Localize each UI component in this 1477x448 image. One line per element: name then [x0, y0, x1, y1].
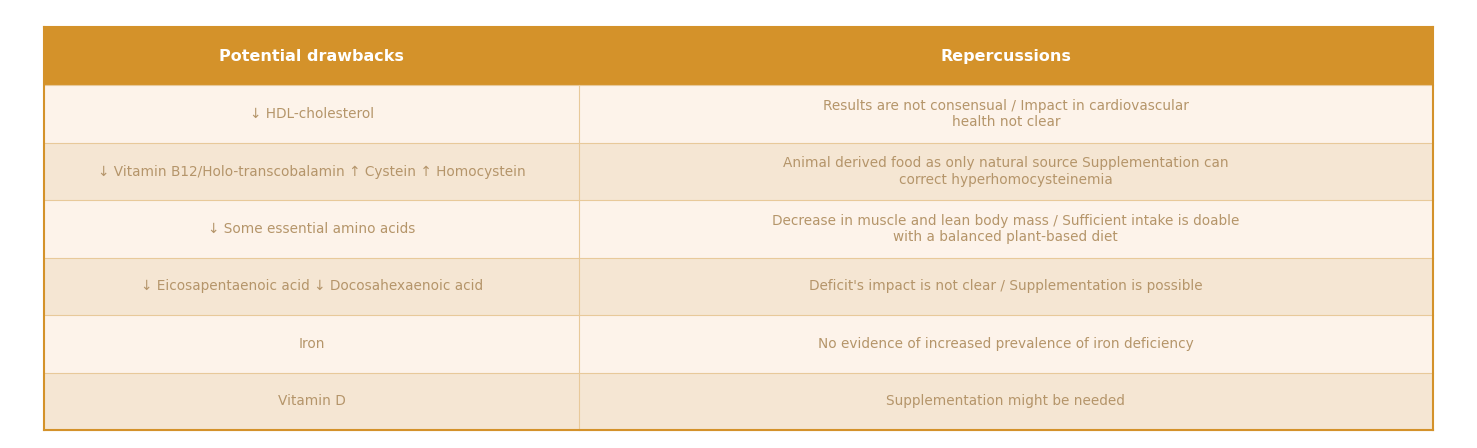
- Text: Decrease in muscle and lean body mass / Sufficient intake is doable
with a balan: Decrease in muscle and lean body mass / …: [772, 214, 1239, 244]
- Bar: [579, 315, 1433, 373]
- Text: Animal derived food as only natural source Supplementation can
correct hyperhomo: Animal derived food as only natural sour…: [783, 156, 1229, 187]
- Text: Potential drawbacks: Potential drawbacks: [219, 49, 405, 64]
- Text: ↓ Vitamin B12/Holo-transcobalamin ↑ Cystein ↑ Homocystein: ↓ Vitamin B12/Holo-transcobalamin ↑ Cyst…: [97, 164, 526, 178]
- Text: Vitamin D: Vitamin D: [278, 394, 346, 409]
- Bar: [579, 373, 1433, 430]
- Bar: [579, 200, 1433, 258]
- Bar: [579, 27, 1433, 85]
- Bar: [44, 200, 579, 258]
- Text: Deficit's impact is not clear / Supplementation is possible: Deficit's impact is not clear / Suppleme…: [809, 280, 1202, 293]
- Bar: [579, 85, 1433, 143]
- Bar: [44, 258, 579, 315]
- Bar: [44, 315, 579, 373]
- Text: ↓ Eicosapentaenoic acid ↓ Docosahexaenoic acid: ↓ Eicosapentaenoic acid ↓ Docosahexaenoi…: [140, 280, 483, 293]
- Text: ↓ Some essential amino acids: ↓ Some essential amino acids: [208, 222, 415, 236]
- Text: ↓ HDL-cholesterol: ↓ HDL-cholesterol: [250, 107, 374, 121]
- Bar: [44, 85, 579, 143]
- Bar: [579, 258, 1433, 315]
- Text: Iron: Iron: [298, 337, 325, 351]
- Text: Supplementation might be needed: Supplementation might be needed: [886, 394, 1125, 409]
- Bar: [44, 373, 579, 430]
- Text: Repercussions: Repercussions: [941, 49, 1071, 64]
- Bar: [44, 143, 579, 200]
- Bar: [44, 27, 579, 85]
- Bar: [579, 143, 1433, 200]
- Text: No evidence of increased prevalence of iron deficiency: No evidence of increased prevalence of i…: [818, 337, 1193, 351]
- Text: Results are not consensual / Impact in cardiovascular
health not clear: Results are not consensual / Impact in c…: [823, 99, 1189, 129]
